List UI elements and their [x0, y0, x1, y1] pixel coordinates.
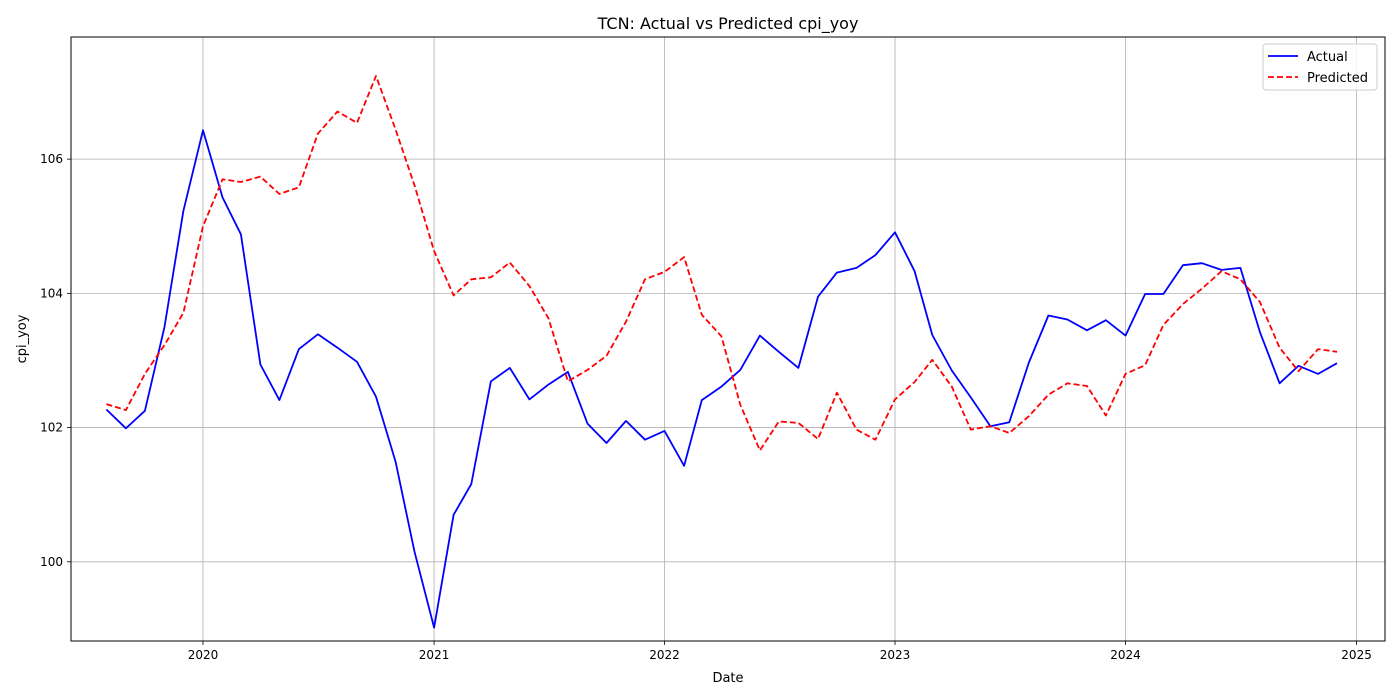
x-tick-label: 2022 [649, 648, 680, 662]
x-tick-label: 2021 [419, 648, 450, 662]
y-axis-label: cpi_yoy [15, 314, 30, 363]
axis-ticks: 2020 2021 2022 2023 2024 2025 100 102 104 106 [40, 152, 1372, 662]
x-tick-label: 2025 [1341, 648, 1372, 662]
series-layer [105, 75, 1338, 629]
x-tick-label: 2020 [188, 648, 219, 662]
y-tick-label: 106 [40, 152, 63, 166]
x-tick-label: 2023 [880, 648, 911, 662]
series-line-actual [105, 129, 1338, 629]
grid-lines [71, 37, 1385, 641]
y-tick-label: 104 [40, 286, 63, 300]
y-tick-label: 102 [40, 421, 63, 435]
series-line-predicted [106, 75, 1338, 452]
y-tick-label: 100 [40, 555, 63, 569]
chart-title: TCN: Actual vs Predicted cpi_yoy [597, 14, 859, 34]
plot-frame [70, 36, 1386, 642]
legend-label-actual: Actual [1307, 50, 1348, 65]
legend: Actual Predicted [1262, 43, 1378, 91]
legend-label-predicted: Predicted [1307, 71, 1368, 86]
x-tick-label: 2024 [1110, 648, 1141, 662]
x-axis-label: Date [712, 671, 743, 686]
